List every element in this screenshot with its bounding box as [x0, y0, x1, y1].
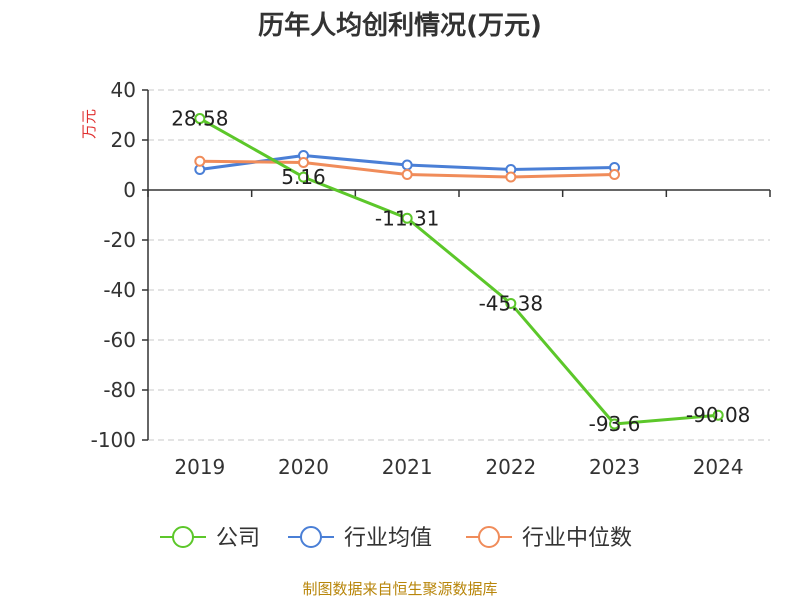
y-tick-label: -40: [103, 278, 136, 302]
x-tick-label: 2024: [693, 455, 744, 479]
x-tick-label: 2019: [174, 455, 225, 479]
series-point-2: [401, 169, 413, 180]
data-labels: 28.58 5.16 -11.31 -45.38 -93.6 -90.08: [171, 107, 750, 436]
series-point-0: [298, 171, 309, 183]
y-axis-label: 万元: [80, 109, 98, 139]
x-tick-label: 2021: [382, 455, 433, 479]
series-point-2: [609, 169, 620, 180]
y-tick-label: -80: [103, 378, 136, 402]
x-tick-label: 2020: [278, 455, 329, 479]
data-label: -93.6: [589, 412, 641, 436]
data-label: 28.58: [171, 107, 228, 131]
grid-lines: [148, 89, 770, 441]
series-point-1: [401, 159, 413, 171]
y-tick-label: -100: [91, 428, 136, 452]
y-axis-ticks: 40 20 0 -20 -40 -60 -80 -100: [91, 78, 148, 452]
legend-marker: [478, 526, 500, 548]
data-label: 5.16: [281, 165, 326, 189]
data-label: -45.38: [479, 291, 543, 315]
source-note: 制图数据来自恒生聚源数据库: [302, 580, 497, 598]
y-tick-label: 40: [111, 78, 136, 102]
series-lines: [194, 113, 724, 430]
series-point-2: [298, 157, 309, 168]
legend-marker: [300, 526, 322, 548]
x-tick-label: 2022: [485, 455, 536, 479]
legend: 公司 行业均值 行业中位数: [160, 526, 632, 551]
axes: [147, 90, 771, 440]
series-point-0: [712, 409, 724, 421]
legend-label: 行业中位数: [522, 526, 632, 551]
series-point-0: [505, 297, 517, 309]
data-label: -90.08: [686, 403, 750, 427]
series-point-2: [505, 171, 517, 183]
chart-title: 历年人均创利情况(万元): [258, 10, 542, 41]
series-point-0: [609, 418, 620, 430]
y-tick-label: 20: [111, 128, 136, 152]
x-tick-label: 2023: [589, 455, 640, 479]
y-tick-label: -60: [103, 328, 136, 352]
legend-label: 行业均值: [344, 526, 432, 551]
series-point-0: [194, 113, 206, 125]
x-axis-ticks: 2019 2020 2021 2022 2023 2024: [174, 455, 743, 479]
series-line-0: [199, 117, 719, 426]
legend-label: 公司: [216, 526, 260, 551]
legend-marker: [172, 526, 194, 548]
series-point-2: [194, 155, 206, 167]
y-tick-label: -20: [103, 228, 136, 252]
series-point-0: [401, 212, 413, 224]
y-tick-label: 0: [123, 178, 136, 202]
data-label: -11.31: [375, 206, 439, 230]
